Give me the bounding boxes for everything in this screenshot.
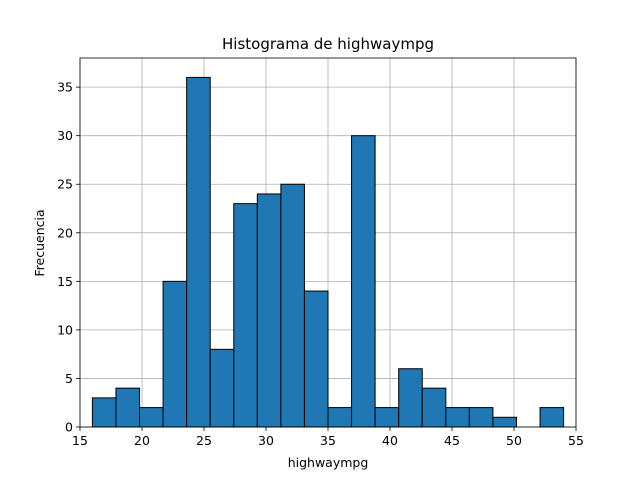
- histogram-bar: [91, 397, 117, 428]
- histogram-bar: [374, 407, 400, 428]
- y-axis-ticks: 0 5 10 15 20 25 30 35: [57, 80, 80, 435]
- y-tick-label: 35: [57, 80, 73, 95]
- histogram-bar: [115, 387, 141, 428]
- histogram-bar: [492, 416, 517, 428]
- histogram-bar: [468, 407, 494, 428]
- histogram-bar: [398, 368, 423, 428]
- histogram-bar: [303, 290, 329, 428]
- x-tick-label: 40: [382, 433, 398, 448]
- x-tick-label: 25: [196, 433, 212, 448]
- y-tick-label: 30: [57, 128, 73, 143]
- histogram-bar: [421, 387, 447, 428]
- x-axis-title: highwaympg: [288, 455, 369, 470]
- x-tick-label: 50: [506, 433, 522, 448]
- y-tick-label: 20: [57, 225, 73, 240]
- y-tick-label: 25: [57, 177, 73, 192]
- histogram-bar: [539, 407, 565, 428]
- y-tick-label: 5: [65, 371, 73, 386]
- x-tick-label: 15: [72, 433, 88, 448]
- y-tick-label: 10: [57, 322, 73, 337]
- histogram-bar: [445, 407, 470, 428]
- histogram-bar: [351, 135, 376, 428]
- x-tick-label: 30: [258, 433, 274, 448]
- histogram-bar: [233, 203, 258, 428]
- histogram-bar: [162, 280, 188, 428]
- histogram-bar: [327, 407, 353, 428]
- histogram-bar: [186, 76, 211, 428]
- x-tick-label: 20: [134, 433, 150, 448]
- histogram-bar: [256, 193, 282, 428]
- y-axis-title: Frecuencia: [32, 209, 47, 276]
- chart-title: Histograma de highwaympg: [222, 35, 434, 53]
- y-tick-label: 0: [65, 420, 73, 435]
- histogram-bar: [280, 183, 305, 428]
- x-tick-label: 55: [568, 433, 584, 448]
- histogram-bar: [139, 407, 164, 428]
- x-tick-label: 35: [320, 433, 336, 448]
- histogram-bar: [209, 348, 235, 428]
- x-tick-label: 45: [444, 433, 460, 448]
- x-axis-ticks: 15 20 25 30 35 40 45 50 55: [72, 427, 584, 448]
- y-tick-label: 15: [57, 274, 73, 289]
